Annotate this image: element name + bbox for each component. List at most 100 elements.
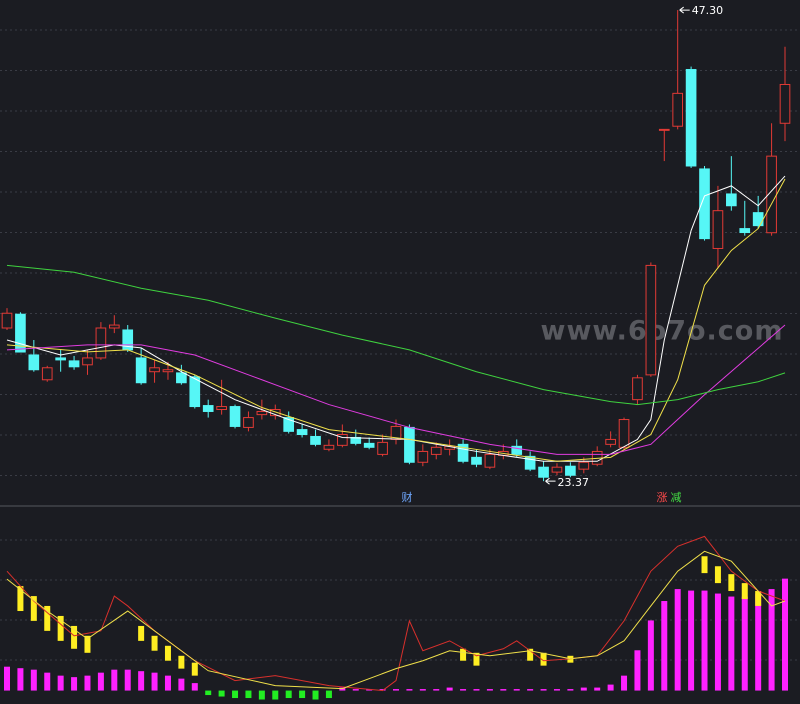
histogram-bar (607, 684, 614, 691)
histogram-bar (486, 689, 493, 691)
histogram-bar (728, 596, 735, 691)
candle-body (108, 324, 120, 329)
candle-body (739, 228, 751, 234)
candle-body (430, 446, 442, 455)
signal-bar (701, 556, 708, 574)
candle-body (363, 442, 375, 448)
candle-body (752, 212, 764, 227)
histogram-bar (674, 589, 681, 691)
histogram-bar (299, 690, 306, 699)
signal-bar (30, 596, 37, 621)
histogram-bar (312, 690, 319, 700)
candle-body (310, 435, 321, 445)
histogram-bar (138, 671, 145, 691)
candle-body (82, 357, 93, 366)
annotation-label: 47.30 (692, 4, 724, 17)
histogram-bar (500, 689, 507, 691)
candle-body (672, 92, 684, 127)
annotation-arrow (679, 6, 690, 14)
histogram-bar (446, 687, 453, 691)
candle-body (55, 357, 66, 361)
histogram-bar (393, 689, 399, 691)
indicator-line (6, 550, 786, 690)
histogram-bar (379, 689, 386, 691)
indicator-line (6, 535, 786, 692)
candle-body (538, 466, 549, 478)
signal-bar (17, 586, 24, 612)
candle-body (202, 405, 214, 412)
histogram-bar (768, 589, 775, 691)
histogram-bar (688, 590, 695, 691)
signal-bar (71, 625, 78, 649)
histogram-bar (178, 678, 185, 691)
candle-body (618, 419, 630, 448)
candle-body (68, 360, 80, 368)
histogram-bar (527, 689, 534, 691)
candle-body (551, 466, 563, 473)
candle-body (511, 445, 523, 455)
candle-body (457, 443, 469, 462)
candle-body (337, 434, 348, 446)
histogram-bar (272, 690, 279, 700)
histogram-bar (17, 668, 24, 691)
candle-body (216, 406, 227, 411)
signal-bar (57, 615, 64, 641)
candle-body (323, 444, 335, 450)
candle-body (645, 264, 657, 376)
histogram-bar (57, 675, 64, 691)
histogram-bar (352, 689, 359, 691)
candle-body (779, 83, 791, 124)
candle-body (189, 376, 201, 408)
histogram-bar (406, 689, 413, 691)
candle-body (658, 128, 670, 131)
histogram-bar (245, 690, 252, 699)
histogram-bar (30, 669, 37, 691)
moving-average (6, 178, 786, 462)
histogram-bar (191, 683, 198, 691)
candle-body (176, 372, 187, 384)
histogram-bar (513, 689, 520, 691)
histogram-bar (755, 593, 762, 691)
candle-body (256, 410, 268, 416)
watermark: www.6o7o.com (541, 316, 784, 347)
candle-body (1, 312, 13, 329)
histogram-bar (741, 596, 748, 691)
histogram-bar (553, 689, 560, 691)
marker: 减 (671, 491, 682, 504)
histogram-bar (473, 689, 480, 691)
candle-body (417, 450, 429, 463)
histogram-bar (124, 669, 131, 691)
candle-body (699, 168, 710, 240)
moving-average (6, 324, 786, 455)
histogram-bar (647, 620, 654, 691)
candle-body (229, 406, 241, 427)
signal-bar (728, 574, 735, 592)
signal-bar (191, 662, 198, 676)
histogram-bar (97, 672, 104, 691)
candle-body (524, 455, 536, 470)
histogram-bar (218, 690, 225, 697)
candle-body (28, 354, 40, 371)
signal-bar (84, 635, 91, 653)
histogram-bar (205, 690, 212, 696)
histogram-bar (594, 687, 601, 691)
signal-bar (527, 648, 534, 661)
candle-body (41, 367, 53, 381)
moving-average (6, 264, 786, 406)
candle-body (484, 453, 496, 468)
candle-body (605, 438, 616, 445)
candle-body (243, 417, 254, 428)
signal-bar (164, 645, 171, 661)
candle-body (726, 193, 737, 207)
histogram-bar (84, 675, 91, 691)
annotation-label: 23.37 (558, 476, 590, 489)
signal-bar (473, 652, 480, 666)
signal-bar (138, 625, 145, 641)
signal-bar (178, 655, 185, 669)
histogram-bar (285, 690, 292, 699)
histogram-bar (580, 687, 587, 691)
histogram-bar (540, 689, 547, 691)
histogram-bar (419, 689, 426, 691)
candle-body (685, 69, 697, 167)
histogram-bar (111, 669, 118, 691)
